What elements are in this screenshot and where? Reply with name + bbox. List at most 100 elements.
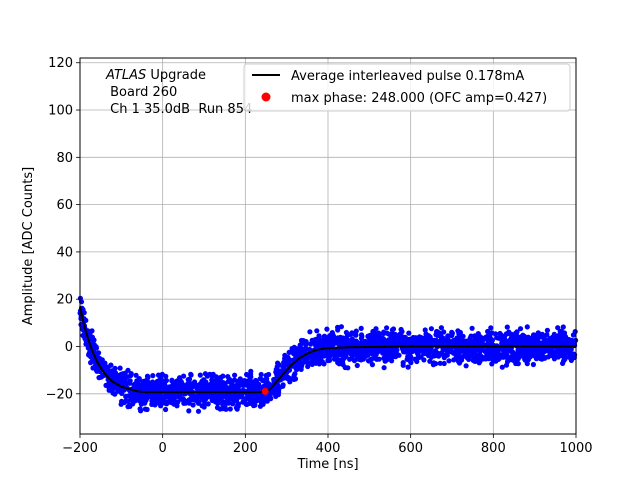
annotation: ATLAS Upgrade Board 260 Ch 1 35.0dB Run … (105, 68, 252, 117)
scatter-point (558, 348, 564, 355)
scatter-point (172, 382, 178, 388)
scatter-point (438, 325, 444, 331)
scatter-point (499, 364, 505, 370)
scatter-point (175, 399, 181, 405)
y-tick-label: 60 (56, 198, 73, 213)
scatter-point (131, 398, 137, 404)
scatter-point (89, 328, 95, 334)
scatter-point (437, 360, 443, 366)
scatter-point (448, 339, 454, 345)
scatter-point (197, 372, 203, 378)
scatter-point (383, 338, 389, 344)
scatter-point (453, 350, 460, 356)
scatter-point (555, 325, 561, 331)
scatter-point (185, 399, 191, 405)
scatter-point (510, 353, 516, 360)
scatter-point (371, 333, 377, 339)
scatter-point (364, 340, 371, 346)
scatter-point (149, 382, 155, 388)
scatter-point (116, 378, 122, 384)
scatter-point (126, 380, 133, 386)
legend-label-max-phase: max phase: 248.000 (OFC amp=0.427) (291, 91, 547, 106)
scatter-point (509, 349, 515, 355)
scatter-point (244, 401, 250, 407)
scatter-point (307, 329, 313, 335)
scatter-point (565, 336, 571, 342)
scatter-point (359, 333, 365, 339)
scatter-point (190, 402, 196, 408)
scatter-point (204, 373, 210, 379)
scatter-point (460, 333, 466, 339)
y-axis-label: Amplitude [ADC Counts] (21, 167, 36, 325)
scatter-point (402, 348, 408, 354)
grid (80, 58, 576, 434)
scatter-point (376, 356, 382, 362)
scatter-point (212, 399, 218, 405)
scatter-point (80, 332, 86, 339)
scatter-point (349, 339, 355, 345)
scatter-point (108, 362, 114, 368)
scatter-point (418, 334, 424, 341)
scatter-point (83, 317, 89, 323)
x-tick-label: 400 (316, 441, 341, 456)
legend-label-average: Average interleaved pulse 0.178mA (291, 69, 524, 84)
y-tick-label: 80 (56, 151, 73, 166)
scatter-point (390, 353, 397, 359)
scatter-point (418, 339, 424, 345)
scatter-point (186, 408, 192, 414)
scatter-point (421, 357, 427, 363)
y-tick-label: 120 (48, 56, 73, 71)
scatter-point (473, 358, 479, 364)
x-tick-label: 0 (159, 441, 167, 456)
scatter-point (103, 382, 109, 388)
scatter-point (446, 358, 452, 364)
scatter-point (421, 346, 427, 352)
scatter-point (125, 367, 131, 373)
scatter-point (230, 401, 236, 407)
scatter-point (495, 349, 501, 355)
x-tick-label: 200 (233, 441, 258, 456)
scatter-point (336, 341, 342, 347)
scatter-point (223, 406, 229, 412)
scatter-point (515, 351, 521, 357)
scatter-point (87, 332, 93, 339)
scatter-point (293, 366, 299, 372)
scatter-point (203, 396, 209, 402)
scatter-point (157, 400, 163, 406)
scatter-point (128, 371, 134, 377)
scatter-point (527, 353, 533, 359)
scatter-point (562, 347, 568, 353)
scatter-point (568, 346, 574, 352)
scatter-point (373, 350, 379, 356)
x-tick-label: 600 (398, 441, 423, 456)
scatter-point (156, 391, 162, 398)
scatter-point (403, 340, 409, 346)
scatter-point (534, 346, 540, 352)
annotation-channel: Ch 1 35.0dB Run 854 (106, 102, 252, 117)
scatter-point (524, 324, 530, 330)
scatter-point (357, 355, 364, 361)
scatter-point (208, 382, 214, 388)
scatter-point (322, 336, 328, 342)
scatter-point (456, 331, 462, 337)
y-tick-label: 40 (56, 245, 73, 260)
scatter-point (531, 349, 537, 355)
scatter-point (484, 351, 490, 357)
scatter-point (544, 332, 550, 338)
scatter-point (469, 325, 475, 331)
scatter-point (316, 361, 322, 367)
scatter-point (513, 359, 519, 365)
scatter-point (380, 350, 386, 356)
scatter-point (517, 338, 523, 344)
scatter-point (470, 351, 476, 357)
scatter-point (333, 348, 339, 354)
scatter-point (365, 352, 371, 358)
scatter-point (227, 406, 233, 412)
scatter-point (275, 392, 281, 398)
scatter-point (189, 395, 195, 401)
x-tick-label: 1000 (559, 441, 592, 456)
scatter-point (298, 365, 304, 371)
scatter-point (129, 394, 135, 400)
